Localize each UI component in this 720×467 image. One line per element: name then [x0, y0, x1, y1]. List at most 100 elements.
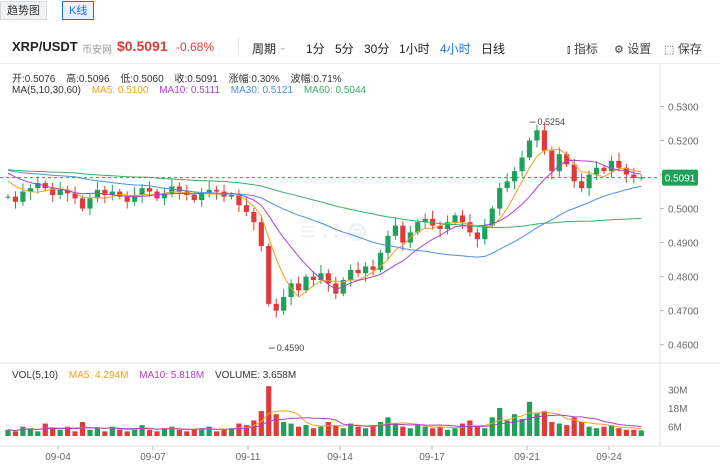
candle-body: [415, 222, 421, 233]
candle-body: [50, 188, 56, 195]
volume-bar: [169, 426, 175, 436]
ma10-value: MA10: 0.5111: [159, 85, 220, 96]
candle-body: [191, 194, 197, 201]
period-1m[interactable]: 1分: [306, 42, 325, 56]
settings-button[interactable]: ⚙ 设置: [614, 40, 651, 57]
volume-bar: [631, 429, 637, 436]
candle-body: [556, 154, 562, 172]
volume-bar: [325, 422, 331, 436]
price-change: -0.68%: [176, 40, 215, 54]
candle-body: [444, 222, 451, 229]
price-tick-label: 0.5200: [668, 137, 699, 148]
volume-bar: [20, 426, 26, 436]
vol-ma5-value: MA5: 4.294M: [68, 370, 129, 381]
volume-bar: [94, 428, 100, 436]
candle-body: [482, 225, 488, 240]
candle-body: [467, 222, 473, 233]
time-tick-label: 09-14: [327, 452, 353, 463]
volume-bar: [35, 431, 41, 436]
view-tabs: 趋势图 K线: [0, 0, 720, 24]
tab-kline[interactable]: K线: [62, 1, 95, 20]
volume-bar: [363, 428, 369, 436]
ma-label: MA(5,10,30,60): [12, 85, 81, 96]
volume-bar: [79, 422, 86, 436]
volume-bar: [564, 425, 570, 436]
candle-body: [504, 181, 510, 189]
volume-bar: [199, 428, 205, 436]
volume-bar: [601, 426, 607, 436]
change-value: 涨幅:0.30%: [228, 74, 280, 85]
volume-bar: [593, 428, 600, 436]
volume-bar: [437, 426, 443, 436]
volume-bar: [109, 426, 115, 436]
high-marker-label: 0.5254: [538, 117, 566, 127]
candle-body: [124, 196, 130, 202]
candle-body: [65, 189, 71, 194]
candle-body: [459, 215, 466, 223]
candle-body: [526, 140, 533, 158]
volume-bar: [579, 422, 585, 436]
volume-bar: [176, 429, 182, 436]
volume-bar: [556, 423, 562, 436]
candle-body: [370, 266, 376, 270]
tab-trend[interactable]: 趋势图: [0, 1, 47, 20]
volume-bar: [385, 417, 391, 436]
volume-bar: [400, 426, 406, 436]
period-30m[interactable]: 30分: [364, 42, 390, 56]
volume-tick-label: 18M: [668, 404, 687, 415]
ma-readout: MA(5,10,30,60) MA5: 0.5100 MA10: 0.5111 …: [12, 85, 374, 96]
candle-body: [564, 154, 570, 165]
volume-bar: [184, 431, 190, 436]
candle-body: [325, 273, 331, 284]
candle-body: [400, 225, 406, 243]
gear-icon: ⚙: [614, 44, 624, 56]
open-value: 开:0.5076: [12, 74, 56, 85]
period-selector[interactable]: 周期: [252, 42, 277, 56]
candle-body: [631, 174, 637, 178]
volume-bar: [616, 428, 622, 436]
volume-bar: [422, 426, 428, 436]
candle-body: [5, 196, 11, 198]
last-price-tag-bg: [662, 169, 698, 186]
ma30-value: MA30: 0.5121: [230, 85, 294, 96]
period-1h[interactable]: 1小时: [399, 42, 430, 56]
candle-body: [601, 167, 607, 172]
period-4h[interactable]: 4小时: [440, 42, 471, 56]
indicator-label: 指标: [573, 42, 598, 56]
time-tick-label: 09-17: [419, 452, 445, 463]
volume-bar: [72, 431, 78, 436]
chart-bars-icon: ⫾: [567, 44, 571, 56]
volume-bar: [124, 431, 130, 436]
candle-body: [549, 150, 555, 172]
volume-bar: [608, 425, 615, 436]
candle-body: [266, 246, 272, 304]
period-5m[interactable]: 5分: [335, 42, 354, 56]
candle-body: [392, 225, 398, 236]
candle-body: [72, 193, 78, 199]
save-button[interactable]: ⬚ 保存: [664, 40, 702, 57]
candle-body: [243, 205, 249, 212]
volume-bar: [243, 425, 249, 436]
volume-bar: [236, 423, 242, 436]
volume-bar: [281, 422, 287, 436]
indicator-button[interactable]: ⫾ 指标: [567, 40, 598, 57]
candle-body: [295, 283, 302, 291]
candle-body: [348, 269, 354, 281]
chevron-down-icon[interactable]: ⌄: [279, 42, 287, 52]
volume-bar: [623, 429, 629, 436]
volume-bar: [504, 420, 510, 436]
volume-bar: [12, 431, 19, 436]
volume-tick-label: 30M: [668, 385, 687, 396]
candle-body: [422, 218, 428, 223]
candle-body: [497, 188, 503, 209]
last-price-tag: 0.5091: [665, 174, 696, 185]
period-1d[interactable]: 日线: [481, 42, 506, 56]
volume-value: VOLUME: 3.658M: [215, 370, 297, 381]
candle-body: [169, 186, 175, 194]
volume-bar: [50, 428, 56, 436]
ma10-line: [7, 159, 642, 290]
volume-bar: [526, 401, 533, 436]
volume-bar: [482, 428, 488, 436]
candle-body: [623, 167, 629, 175]
